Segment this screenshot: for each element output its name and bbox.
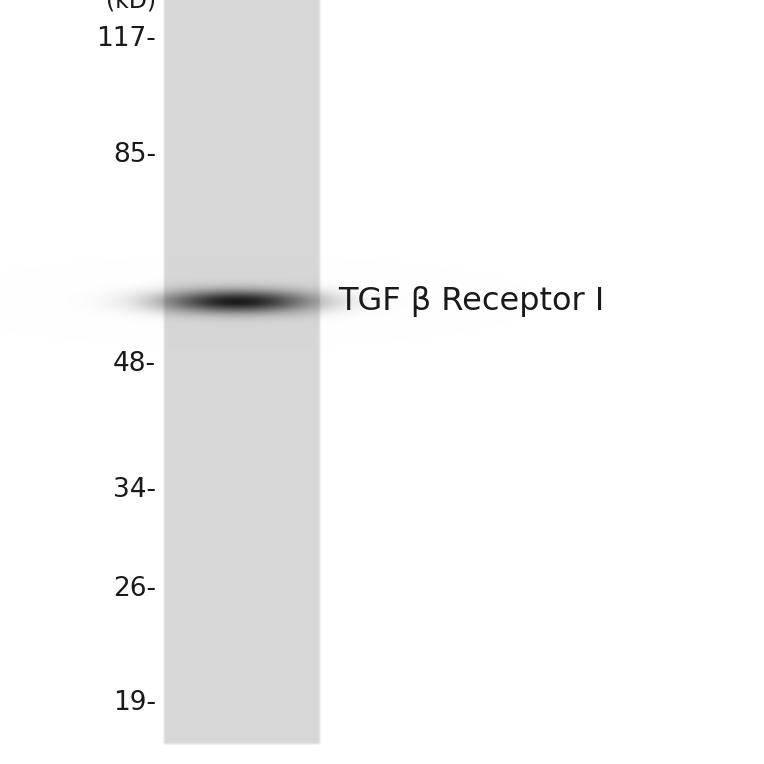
Text: 19-: 19-: [113, 691, 156, 717]
Text: 26-: 26-: [113, 575, 156, 601]
Text: 48-: 48-: [113, 351, 156, 377]
Text: (kD): (kD): [106, 0, 156, 12]
Text: TGF β Receptor I: TGF β Receptor I: [338, 286, 604, 317]
Text: 117-: 117-: [96, 25, 156, 51]
Text: 34-: 34-: [113, 478, 156, 503]
Text: 85-: 85-: [113, 142, 156, 168]
